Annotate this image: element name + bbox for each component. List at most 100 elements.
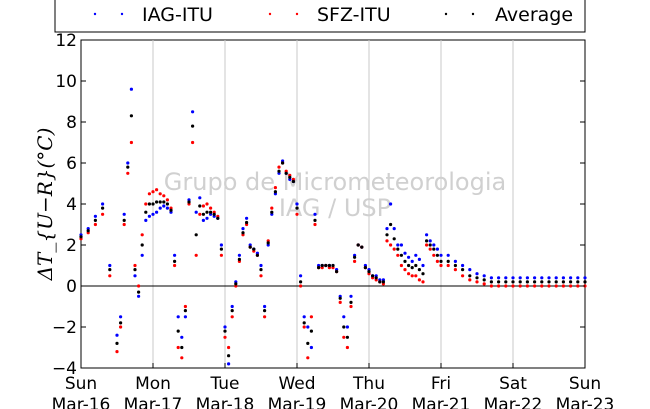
- point-sfz-itu: [198, 212, 202, 216]
- point-sfz-itu: [191, 140, 195, 145]
- point-iag-itu: [569, 276, 573, 280]
- point-iag-itu: [201, 218, 205, 222]
- point-iag-itu: [345, 325, 349, 329]
- point-iag-itu: [227, 362, 231, 366]
- point-sfz-itu: [428, 247, 432, 251]
- point-average: [147, 202, 151, 206]
- point-average: [453, 263, 457, 268]
- x-tick-label-date: Mar-19: [268, 395, 327, 409]
- point-sfz-itu: [533, 284, 537, 288]
- point-average: [540, 280, 544, 284]
- point-iag-itu: [540, 276, 544, 280]
- point-sfz-itu: [194, 253, 198, 257]
- x-tick-label-date: Mar-23: [556, 395, 615, 409]
- point-sfz-itu: [389, 243, 393, 247]
- point-sfz-itu: [504, 284, 508, 288]
- point-average: [216, 216, 220, 220]
- point-iag-itu: [417, 257, 421, 261]
- point-average: [270, 210, 274, 214]
- point-average: [86, 229, 90, 233]
- point-average: [389, 222, 393, 227]
- point-iag-itu: [191, 110, 195, 114]
- point-average: [245, 220, 249, 225]
- legend-label-sfz-itu: SFZ-ITU: [317, 4, 391, 26]
- point-average: [288, 175, 292, 179]
- point-sfz-itu: [270, 206, 274, 210]
- point-sfz-itu: [144, 202, 148, 206]
- point-sfz-itu: [417, 278, 421, 282]
- point-average: [219, 247, 223, 251]
- y-tick-label: 0: [66, 277, 77, 297]
- point-average: [93, 218, 97, 222]
- point-average: [201, 212, 205, 216]
- point-average: [198, 204, 202, 208]
- point-iag-itu: [306, 325, 310, 329]
- x-tick-label-date: Mar-20: [340, 395, 399, 409]
- point-average: [554, 280, 558, 284]
- point-average: [504, 280, 508, 284]
- point-average: [277, 169, 281, 173]
- point-average: [183, 309, 187, 313]
- point-average: [169, 208, 173, 212]
- x-tick-label-day: Sun: [65, 374, 97, 394]
- y-tick-label: 2: [66, 236, 77, 256]
- point-iag-itu: [245, 216, 249, 220]
- point-sfz-itu: [299, 284, 303, 288]
- point-sfz-itu: [435, 259, 439, 263]
- point-iag-itu: [108, 263, 112, 268]
- point-sfz-itu: [277, 165, 281, 169]
- point-sfz-itu: [137, 284, 141, 288]
- point-average: [367, 270, 371, 274]
- point-sfz-itu: [223, 335, 227, 339]
- point-iag-itu: [140, 253, 144, 257]
- x-tick-label-day: Tue: [209, 374, 239, 394]
- y-tick-label: 12: [55, 31, 77, 51]
- point-iag-itu: [489, 276, 493, 280]
- point-average: [439, 259, 443, 263]
- point-average: [407, 263, 411, 268]
- point-average: [155, 200, 159, 204]
- point-average: [255, 253, 259, 257]
- point-sfz-itu: [115, 350, 119, 354]
- point-iag-itu: [151, 212, 155, 216]
- point-sfz-itu: [446, 263, 450, 268]
- point-average: [381, 280, 385, 284]
- point-average: [291, 179, 295, 184]
- point-sfz-itu: [414, 274, 418, 278]
- point-iag-itu: [511, 276, 515, 280]
- point-sfz-itu: [353, 259, 357, 263]
- x-tick-label-date: Mar-22: [484, 395, 543, 409]
- point-sfz-itu: [306, 356, 310, 360]
- point-iag-itu: [504, 276, 508, 280]
- point-average: [425, 239, 429, 243]
- point-iag-itu: [385, 227, 389, 231]
- point-average: [162, 200, 166, 204]
- point-iag-itu: [518, 276, 522, 280]
- point-average: [209, 210, 213, 214]
- legend-label-average: Average: [495, 4, 573, 26]
- y-tick-label: 10: [55, 72, 77, 92]
- point-average: [417, 268, 421, 272]
- point-iag-itu: [309, 345, 313, 350]
- point-iag-itu: [396, 243, 400, 247]
- point-iag-itu: [295, 202, 299, 206]
- point-sfz-itu: [489, 284, 493, 288]
- point-sfz-itu: [209, 206, 213, 210]
- legend-entry-average: Average: [444, 4, 573, 26]
- point-sfz-itu: [338, 300, 342, 304]
- x-tick-label-day: Wed: [278, 374, 315, 394]
- point-iag-itu: [173, 253, 177, 257]
- point-average: [227, 354, 231, 358]
- point-sfz-itu: [407, 272, 411, 276]
- point-sfz-itu: [302, 325, 306, 329]
- legend-entry-sfz-itu: SFZ-ITU: [268, 4, 391, 26]
- point-sfz-itu: [518, 284, 522, 288]
- x-tick-label-day: Thu: [352, 374, 385, 394]
- point-average: [569, 280, 573, 284]
- point-sfz-itu: [180, 356, 184, 360]
- point-iag-itu: [144, 218, 148, 222]
- point-iag-itu: [158, 206, 162, 210]
- point-average: [309, 329, 313, 333]
- point-average: [187, 200, 191, 204]
- point-iag-itu: [468, 268, 472, 272]
